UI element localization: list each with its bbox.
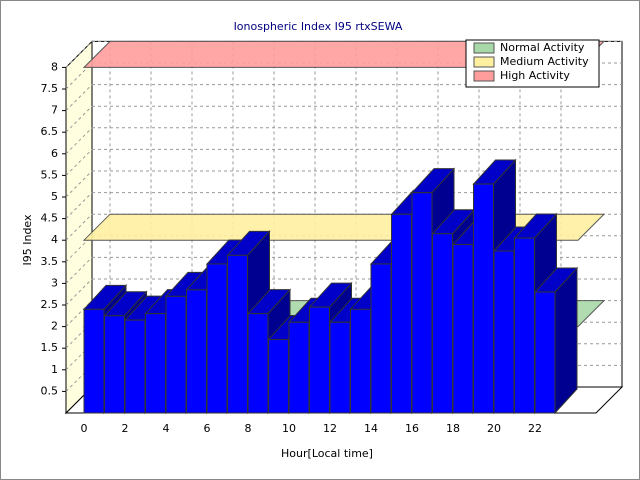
grid-line	[65, 213, 93, 241]
bar-group	[533, 266, 579, 415]
grid-line	[65, 278, 93, 306]
chart-title: Ionospheric Index I95 rtxSEWA	[234, 20, 403, 33]
grid-line	[65, 192, 93, 219]
y-tick-label: 5.5	[41, 168, 59, 181]
legend-swatch	[473, 56, 495, 68]
bar	[206, 263, 228, 414]
y-tick-label: 2	[51, 320, 58, 333]
bar	[473, 183, 494, 414]
y-tick-label: 4.5	[41, 212, 59, 225]
legend-swatch	[473, 42, 495, 54]
grid-line	[65, 84, 93, 111]
legend-label: Medium Activity	[500, 55, 589, 68]
y-tick-label: 3.5	[41, 255, 59, 268]
bar	[227, 254, 248, 414]
grid-line	[65, 149, 93, 176]
bar	[350, 308, 371, 414]
x-tick-label: 18	[446, 422, 460, 435]
x-tick-label: 16	[405, 422, 419, 435]
x-tick-label: 14	[364, 422, 378, 435]
bar	[534, 291, 556, 414]
bar	[411, 192, 433, 414]
bar	[309, 306, 330, 414]
bar	[83, 308, 105, 414]
y-tick-label: 0.5	[41, 384, 59, 397]
y-tick-label: 7.5	[41, 82, 59, 95]
x-tick-label: 22	[528, 422, 542, 435]
x-tick-label: 12	[323, 422, 337, 435]
grid-line	[65, 105, 93, 133]
x-tick-label: 2	[122, 422, 129, 435]
bar	[186, 289, 207, 414]
bar	[329, 321, 351, 414]
x-tick-label: 0	[81, 422, 88, 435]
bar	[493, 250, 515, 414]
bar	[165, 295, 187, 414]
bar	[288, 321, 310, 414]
y-tick-label: 6.5	[41, 125, 59, 138]
grid-line	[65, 257, 93, 284]
bar	[247, 313, 269, 414]
y-tick-label: 8	[51, 60, 58, 73]
grid-line	[65, 170, 93, 198]
grid-line	[65, 41, 93, 68]
bar	[432, 233, 453, 414]
bar-side	[554, 266, 578, 415]
bar	[124, 319, 146, 414]
y-tick-label: 1.5	[41, 341, 59, 354]
bar	[514, 237, 535, 414]
y-tick-label: 4	[51, 233, 58, 246]
bar	[104, 315, 125, 414]
y-tick-label: 3	[51, 276, 58, 289]
y-tick-label: 7	[51, 104, 58, 117]
bar	[268, 339, 289, 414]
legend-label: High Activity	[500, 69, 570, 82]
x-tick-label: 8	[245, 422, 252, 435]
x-tick-label: 4	[163, 422, 170, 435]
y-axis-label: I95 Index	[21, 214, 34, 266]
grid-line	[65, 127, 93, 155]
x-axis-label: Hour[Local time]	[281, 447, 373, 460]
legend-swatch	[473, 70, 495, 82]
y-tick-label: 2.5	[41, 298, 59, 311]
legend-label: Normal Activity	[500, 41, 585, 54]
y-tick-label: 5	[51, 190, 58, 203]
bar	[370, 263, 392, 414]
y-tick-label: 6	[51, 147, 58, 160]
y-tick-label: 1	[51, 363, 58, 376]
bar	[391, 213, 412, 414]
x-tick-label: 10	[282, 422, 296, 435]
x-tick-label: 6	[204, 422, 211, 435]
bar	[145, 313, 166, 414]
bar-group	[513, 212, 558, 415]
bar	[452, 244, 474, 414]
x-tick-label: 20	[487, 422, 501, 435]
